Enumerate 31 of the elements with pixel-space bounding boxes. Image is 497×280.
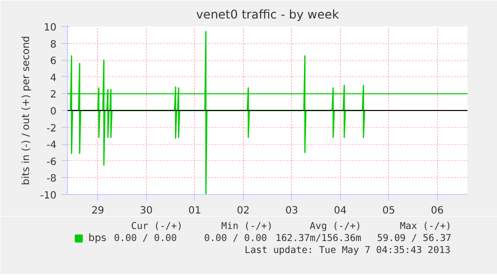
y-tick-label: -6 bbox=[46, 156, 57, 168]
x-tick-label: 04 bbox=[334, 206, 347, 216]
legend-label: bps bbox=[88, 233, 106, 244]
x-tick-label: 29 bbox=[91, 206, 104, 216]
y-tick-label: -10 bbox=[40, 190, 57, 202]
y-tick-label: -2 bbox=[46, 123, 57, 134]
chart-title: venet0 traffic - by week bbox=[196, 8, 339, 22]
text: Min (-/+) bbox=[221, 221, 273, 232]
y-tick-label: -8 bbox=[46, 174, 57, 185]
y-axis-title: bits in (-) / out (+) per second bbox=[21, 36, 32, 186]
x-tick-label: 06 bbox=[430, 206, 444, 216]
x-tick-label: 02 bbox=[236, 206, 250, 216]
y-tick-label: 2 bbox=[50, 90, 57, 101]
y-tick-label: 8 bbox=[50, 39, 57, 50]
text: 162.37m/156.36m bbox=[275, 233, 362, 244]
y-tick-label: 4 bbox=[50, 72, 57, 84]
y-tick-label: 10 bbox=[44, 22, 57, 34]
text: Last update: Tue May 7 04:35:43 2013 bbox=[244, 245, 451, 256]
x-tick-label: 05 bbox=[382, 206, 396, 216]
y-tick-label: -4 bbox=[46, 140, 57, 152]
y-tick-label: 6 bbox=[50, 56, 57, 68]
x-tick-label: 30 bbox=[140, 206, 153, 216]
text: 0.00 / 0.00 bbox=[204, 233, 268, 244]
text: Avg (-/+) bbox=[310, 221, 362, 232]
text: Cur (-/+) bbox=[131, 221, 183, 232]
y-tick-label: 0 bbox=[50, 106, 57, 118]
text: Max (-/+) bbox=[400, 221, 452, 232]
x-tick-label: 01 bbox=[188, 206, 202, 216]
text: 59.09 / 56.37 bbox=[377, 233, 452, 244]
x-tick-label: 03 bbox=[285, 206, 298, 216]
text: 0.00 / 0.00 bbox=[114, 233, 178, 244]
